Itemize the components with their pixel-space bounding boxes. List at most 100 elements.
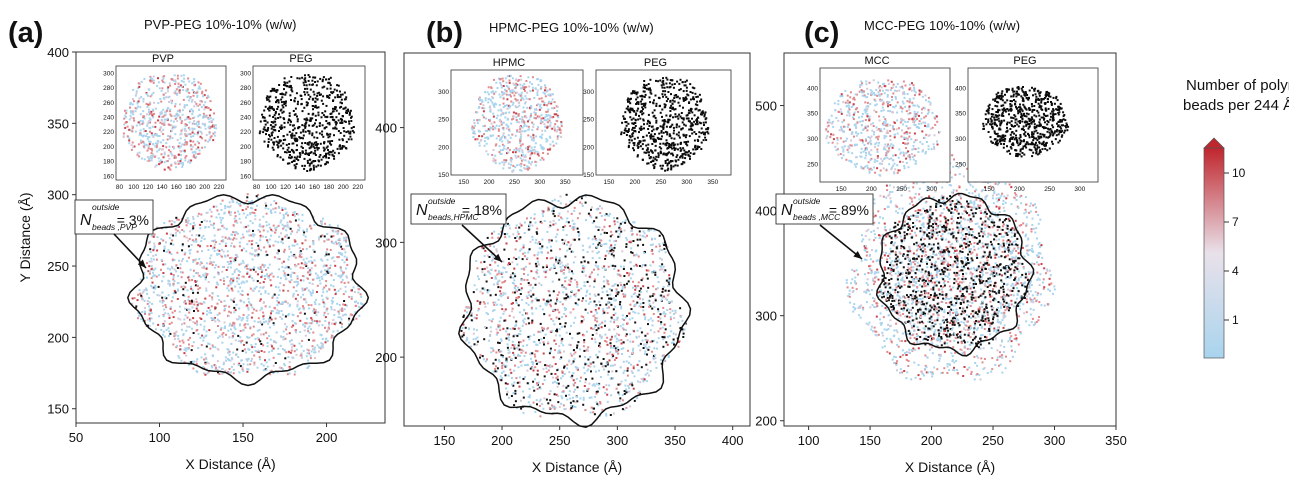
data-point — [233, 363, 236, 366]
data-point — [302, 130, 305, 133]
data-point — [494, 368, 497, 370]
data-point — [631, 273, 634, 276]
data-point — [306, 170, 309, 172]
data-point — [265, 204, 268, 207]
data-point — [643, 313, 646, 316]
data-point — [270, 228, 273, 231]
data-point — [590, 327, 593, 330]
data-point — [521, 359, 524, 362]
data-point — [183, 295, 186, 298]
data-point — [514, 248, 517, 251]
data-point — [516, 286, 519, 289]
data-point — [284, 315, 287, 318]
data-point — [576, 303, 579, 306]
data-point — [262, 369, 265, 372]
data-point — [177, 145, 180, 148]
data-point — [212, 240, 215, 243]
data-point — [519, 283, 522, 285]
data-point — [179, 271, 182, 274]
data-point — [169, 168, 172, 171]
data-point — [258, 218, 261, 221]
data-point — [182, 74, 185, 77]
data-point — [481, 268, 484, 271]
data-point — [644, 264, 647, 267]
data-point — [221, 248, 224, 251]
data-point — [559, 266, 562, 269]
data-point — [178, 225, 181, 228]
data-point — [195, 307, 198, 310]
data-point — [585, 291, 588, 294]
data-point — [184, 123, 187, 126]
data-point — [238, 307, 241, 310]
data-point — [305, 262, 308, 265]
data-point — [165, 241, 167, 244]
data-point — [170, 300, 173, 303]
data-point — [601, 408, 604, 411]
data-point — [132, 111, 135, 114]
data-point — [529, 335, 532, 338]
data-point — [306, 91, 309, 94]
data-point — [571, 405, 574, 408]
data-point — [237, 290, 240, 293]
data-point — [268, 100, 271, 103]
data-point — [638, 290, 641, 293]
data-point — [349, 135, 352, 138]
data-point — [257, 197, 259, 200]
data-point — [165, 297, 168, 300]
data-point — [236, 255, 239, 258]
data-point — [581, 300, 584, 302]
data-point — [461, 327, 464, 330]
data-point — [254, 287, 257, 290]
data-point — [299, 354, 302, 357]
data-point — [169, 307, 172, 310]
data-point — [316, 274, 319, 277]
data-point — [185, 329, 188, 332]
data-point — [315, 298, 318, 301]
data-point — [192, 260, 195, 263]
data-point — [350, 120, 353, 122]
data-point — [216, 249, 219, 252]
data-point — [318, 279, 321, 282]
data-point — [285, 351, 288, 354]
data-point — [172, 274, 175, 276]
data-point — [610, 338, 613, 340]
data-point — [229, 214, 232, 216]
data-point — [605, 388, 608, 391]
data-point — [306, 104, 309, 106]
data-point — [614, 243, 617, 246]
data-point — [582, 316, 585, 318]
data-point — [274, 211, 277, 214]
data-point — [177, 317, 180, 320]
data-point — [249, 201, 252, 203]
inset-x-tick-label: 100 — [266, 184, 277, 191]
data-point — [640, 366, 643, 369]
data-point — [632, 365, 635, 368]
data-point — [141, 120, 144, 123]
data-point — [286, 81, 289, 84]
data-point — [136, 299, 139, 302]
data-point — [190, 299, 193, 302]
data-point — [324, 254, 327, 257]
data-point — [177, 355, 180, 358]
data-point — [350, 295, 353, 298]
data-point — [207, 126, 210, 129]
data-point — [220, 326, 223, 329]
data-point — [673, 317, 676, 319]
data-point — [658, 234, 661, 237]
data-point — [214, 331, 217, 334]
data-point — [663, 331, 666, 334]
data-point — [150, 112, 153, 115]
data-point — [509, 327, 512, 330]
data-point — [173, 338, 176, 341]
data-point — [313, 339, 316, 342]
data-point — [270, 284, 273, 287]
data-point — [177, 153, 180, 156]
data-point — [199, 276, 202, 278]
data-point — [510, 302, 513, 305]
data-point — [503, 267, 506, 270]
data-point — [604, 320, 607, 323]
data-point — [176, 112, 178, 115]
data-point — [329, 142, 331, 145]
data-point — [190, 135, 193, 138]
data-point — [334, 272, 337, 275]
